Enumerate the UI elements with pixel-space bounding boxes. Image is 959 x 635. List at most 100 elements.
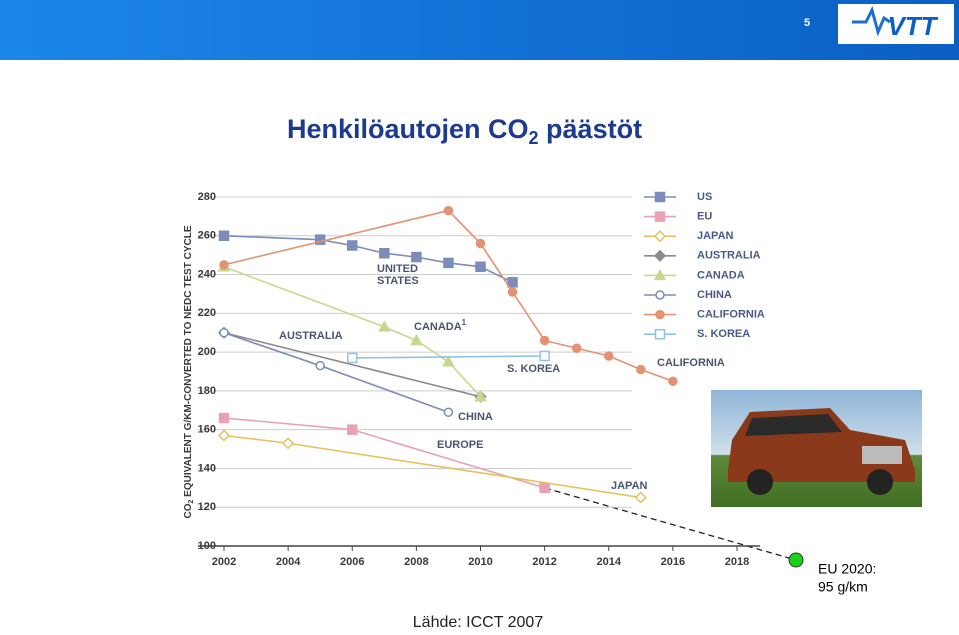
- marker: [475, 261, 486, 273]
- marker: [378, 320, 391, 332]
- x-tick-label: 2006: [340, 556, 364, 568]
- title-sub: 2: [529, 128, 539, 148]
- marker: [634, 491, 647, 504]
- marker: [539, 482, 550, 494]
- annotation: UNITED: [377, 263, 418, 275]
- y-axis-label: CO2 EQUIVALENT G/KM-CONVERTED TO NEDC TE…: [183, 225, 195, 518]
- page-number: 5: [804, 17, 810, 29]
- header-bar: [0, 0, 959, 60]
- marker: [282, 437, 295, 450]
- annotation: CANADA1: [414, 318, 467, 333]
- slide-title: Henkilöautojen CO2 päästöt: [287, 114, 642, 148]
- y-tick-label: 260: [198, 230, 216, 242]
- marker: [539, 350, 550, 362]
- target-label: 95 g/km: [818, 579, 868, 595]
- x-tick-label: 2010: [468, 556, 492, 568]
- marker: [653, 249, 667, 262]
- target-dot: [788, 552, 804, 568]
- car-wheel: [867, 469, 893, 495]
- target-label: EU 2020:: [818, 561, 876, 577]
- car-window: [745, 414, 842, 436]
- annotation: CHINA: [458, 411, 493, 423]
- marker: [218, 230, 230, 242]
- marker: [410, 333, 423, 346]
- annotation: S. KOREA: [507, 363, 560, 375]
- car-wheel: [747, 469, 773, 495]
- label-sub: 2: [188, 500, 195, 504]
- logo-wave: [852, 5, 891, 37]
- x-tick-label: 2016: [661, 556, 685, 568]
- y-tick-label: 280: [198, 191, 216, 203]
- y-tick-label: 200: [198, 346, 216, 358]
- logo-box: [838, 4, 954, 44]
- car-grille: [862, 446, 902, 464]
- legend-label: CHINA: [697, 289, 732, 301]
- legend-label: S. KOREA: [697, 328, 750, 340]
- annotation-part: CANADA: [414, 321, 462, 333]
- marker: [443, 205, 454, 216]
- title-part: Henkilöautojen CO: [287, 114, 529, 144]
- marker: [475, 238, 486, 249]
- x-tick-label: 2002: [212, 556, 236, 568]
- x-tick-label: 2018: [725, 556, 749, 568]
- annotation: EUROPE: [437, 439, 483, 451]
- marker: [347, 424, 358, 435]
- marker: [539, 335, 550, 346]
- plot: 100 120 140 160 180 200 220 240 260 280 2002 2004 20…: [198, 191, 765, 568]
- x-tick-label: 2014: [597, 556, 622, 568]
- annotation: JAPAN: [611, 480, 648, 492]
- x-tick-label: 2012: [532, 556, 556, 568]
- marker: [379, 247, 390, 259]
- y-tick-label: 120: [198, 501, 216, 513]
- legend-label: CALIFORNIA: [697, 309, 765, 321]
- marker: [315, 360, 325, 371]
- marker: [655, 309, 665, 320]
- marker: [443, 257, 454, 269]
- marker: [653, 268, 667, 281]
- marker: [654, 191, 666, 203]
- marker: [655, 290, 665, 300]
- legend-label: JAPAN: [697, 230, 734, 242]
- legend-label: US: [697, 191, 712, 203]
- line: [352, 355, 545, 359]
- marker: [218, 412, 230, 424]
- marker: [411, 251, 422, 263]
- label-part: CO: [183, 503, 194, 518]
- annotation: CALIFORNIA: [657, 357, 725, 369]
- legend-label: AUSTRALIA: [697, 250, 761, 262]
- logo-text: VTT: [887, 11, 938, 41]
- annotation-sup: 1: [462, 318, 467, 327]
- legend-label: CANADA: [697, 269, 745, 281]
- marker: [571, 343, 582, 353]
- line: [223, 234, 513, 284]
- marker: [219, 260, 229, 270]
- line: [223, 331, 481, 398]
- y-tick-label: 160: [198, 424, 216, 436]
- marker: [443, 407, 454, 417]
- y-tick-label: 220: [198, 307, 216, 319]
- line: [223, 417, 545, 489]
- y-tick-label: 180: [198, 385, 216, 397]
- marker: [347, 352, 358, 364]
- marker: [636, 364, 646, 375]
- legend-label: EU: [697, 211, 712, 223]
- label-part: EQUIVALENT G/KM-CONVERTED TO NEDC TEST C…: [183, 225, 194, 499]
- marker: [507, 287, 518, 297]
- marker: [604, 351, 614, 361]
- marker: [653, 230, 667, 243]
- annotation: AUSTRALIA: [279, 330, 343, 342]
- annotation: STATES: [377, 275, 419, 287]
- x-tick-label: 2004: [276, 556, 301, 568]
- marker: [474, 390, 487, 402]
- marker: [217, 429, 231, 442]
- marker: [668, 376, 678, 386]
- marker: [442, 355, 455, 367]
- source: Lähde: ICCT 2007: [413, 614, 544, 630]
- y-tick-label: 240: [198, 268, 216, 280]
- marker: [347, 240, 358, 251]
- marker: [507, 277, 518, 288]
- marker: [654, 211, 666, 222]
- title-part: päästöt: [539, 114, 643, 144]
- marker: [314, 234, 326, 245]
